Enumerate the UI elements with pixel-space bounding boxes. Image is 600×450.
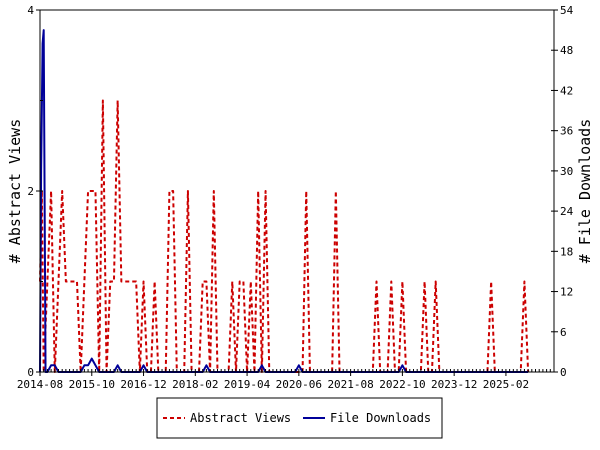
x-tick-label: 2018-02	[172, 378, 218, 391]
legend-label-abstract-views: Abstract Views	[190, 411, 291, 425]
right-tick-label: 30	[560, 165, 573, 178]
x-tick-label: 2021-08	[327, 378, 373, 391]
x-axis-ticks: 2014-08 2015-10 2016-12 2018-02 2019-04 2020-…	[17, 369, 555, 391]
right-axis-ticks: 0 6 12 18 24 30 36 42 48 54	[551, 4, 574, 379]
x-tick-label: 2016-12	[120, 378, 166, 391]
x-tick-label: 2022-10	[379, 378, 425, 391]
left-tick-label: 4	[27, 4, 34, 17]
x-tick-label: 2014-08	[17, 378, 63, 391]
legend-label-file-downloads: File Downloads	[330, 411, 431, 425]
left-tick-label: 2	[27, 185, 34, 198]
right-tick-label: 36	[560, 125, 573, 138]
right-axis-title: # File Downloads	[576, 119, 594, 264]
right-tick-label: 6	[560, 326, 567, 339]
x-tick-label: 2025-02	[483, 378, 529, 391]
left-tick-label: 0	[27, 366, 34, 379]
right-tick-label: 18	[560, 245, 573, 258]
x-tick-label: 2015-10	[69, 378, 115, 391]
x-tick-label: 2020-06	[276, 378, 322, 391]
left-axis-ticks: 0 2 4	[27, 4, 43, 379]
legend: Abstract Views File Downloads	[156, 397, 443, 439]
right-tick-label: 42	[560, 84, 573, 97]
left-axis-title: # Abstract Views	[6, 119, 24, 264]
right-tick-label: 0	[560, 366, 567, 379]
right-tick-label: 12	[560, 286, 573, 299]
right-tick-label: 24	[560, 205, 574, 218]
legend-box	[156, 397, 443, 439]
x-tick-label: 2023-12	[431, 378, 477, 391]
right-tick-label: 48	[560, 44, 573, 57]
right-tick-label: 54	[560, 4, 574, 17]
x-tick-label: 2019-04	[224, 378, 271, 391]
